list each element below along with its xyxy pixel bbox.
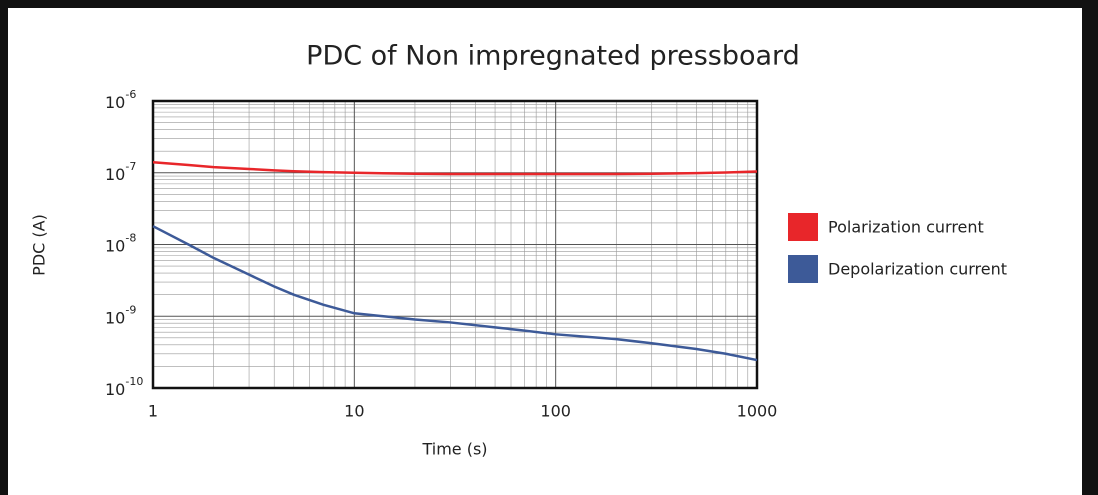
y-tick-label: 10-10 xyxy=(105,375,143,399)
y-tick-base: 10 xyxy=(105,164,125,183)
x-tick-label: 1 xyxy=(148,402,158,421)
y-tick-label: 10-9 xyxy=(105,303,136,327)
x-tick-label: 1000 xyxy=(737,402,778,421)
legend-swatch xyxy=(788,255,818,283)
y-tick-base: 10 xyxy=(105,236,125,255)
data-line xyxy=(152,225,758,362)
plot-border xyxy=(151,99,759,390)
y-tick-exponent: -7 xyxy=(125,160,136,173)
y-tick-exponent: -9 xyxy=(125,303,136,316)
y-tick-exponent: -10 xyxy=(125,375,143,388)
y-tick-label: 10-8 xyxy=(105,232,136,256)
x-axis-label: Time (s) xyxy=(421,440,487,459)
chart-title: PDC of Non impregnated pressboard xyxy=(306,41,800,72)
data-line xyxy=(152,161,758,176)
legend-label: Depolarization current xyxy=(828,260,1007,279)
y-tick-exponent: -6 xyxy=(125,88,136,101)
y-axis-label: PDC (A) xyxy=(30,214,49,276)
legend-swatch xyxy=(788,213,818,241)
x-tick-label: 10 xyxy=(344,402,364,421)
legend-label: Polarization current xyxy=(828,218,984,237)
y-tick-base: 10 xyxy=(105,93,125,112)
y-tick-base: 10 xyxy=(105,380,125,399)
y-tick-exponent: -8 xyxy=(125,232,136,245)
x-tick-label: 100 xyxy=(540,402,571,421)
y-tick-label: 10-7 xyxy=(105,160,136,184)
y-tick-base: 10 xyxy=(105,308,125,327)
y-tick-label: 10-6 xyxy=(105,88,136,112)
